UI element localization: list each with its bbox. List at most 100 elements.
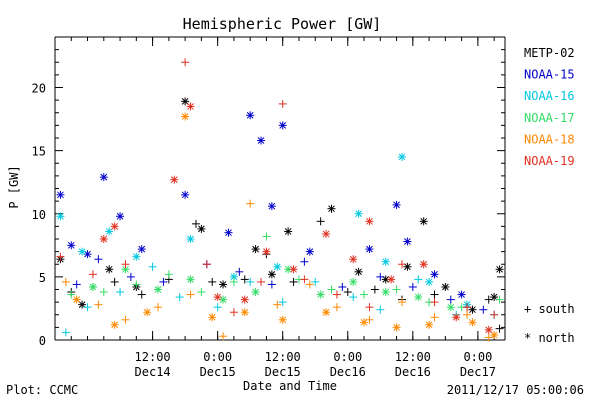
data-point-south [99, 288, 108, 297]
data-point-south [327, 285, 336, 294]
data-point-north [381, 275, 390, 284]
data-point-north [219, 280, 228, 289]
data-point-south [430, 313, 439, 322]
data-point-south [414, 275, 423, 284]
data-point-north [257, 136, 266, 145]
data-point-north [397, 152, 406, 161]
x-tick-label: Dec15 [265, 365, 301, 379]
data-point-south [343, 288, 352, 297]
data-point-south [262, 232, 271, 241]
data-point-north [495, 265, 504, 274]
y-tick-label: 15 [32, 145, 46, 159]
data-point-north [154, 285, 163, 294]
data-point-south [397, 260, 406, 269]
data-point-north [381, 288, 390, 297]
data-point-south [278, 298, 287, 307]
x-tick-label: Dec16 [330, 365, 366, 379]
data-point-south [61, 277, 70, 286]
data-point-north [360, 318, 369, 327]
data-point-south [175, 293, 184, 302]
data-point-south [126, 272, 135, 281]
data-point-north [322, 308, 331, 317]
data-point-south [56, 252, 65, 261]
data-point-south [273, 300, 282, 309]
x-axis-label: Date and Time [243, 379, 337, 393]
data-point-north [83, 250, 92, 259]
data-point-north [78, 300, 87, 309]
data-point-north [197, 224, 206, 233]
data-point-south [246, 199, 255, 208]
data-point-north [110, 222, 119, 231]
data-point-north [56, 212, 65, 221]
data-point-north [414, 293, 423, 302]
data-point-north [425, 320, 434, 329]
data-point-south [300, 257, 309, 266]
data-point-south [240, 275, 249, 284]
data-point-south [88, 270, 97, 279]
data-point-south [338, 282, 347, 291]
data-point-north [208, 313, 217, 322]
data-point-north [78, 247, 87, 256]
data-point-south [278, 99, 287, 108]
x-tick-label: 0:00 [333, 350, 362, 364]
data-point-north [392, 323, 401, 332]
legend-entry: NOAA-17 [524, 111, 575, 125]
data-point-south [316, 217, 325, 226]
data-point-south [94, 300, 103, 309]
x-tick-label: Dec17 [460, 365, 496, 379]
data-point-north [419, 217, 428, 226]
data-point-south [479, 305, 488, 314]
data-point-north [468, 305, 477, 314]
data-point-north [392, 200, 401, 209]
data-point-north [305, 247, 314, 256]
data-point-north [354, 209, 363, 218]
data-point-north [132, 252, 141, 261]
data-point-south [332, 303, 341, 312]
data-point-north [186, 102, 195, 111]
legend-marker-entry: + south [524, 302, 575, 316]
y-axis-label: P [GW] [7, 165, 21, 208]
data-point-south [83, 303, 92, 312]
data-point-north [349, 255, 358, 264]
data-point-south [148, 262, 157, 271]
data-point-south [246, 277, 255, 286]
data-point-north [441, 282, 450, 291]
x-tick-label: 0:00 [203, 350, 232, 364]
x-tick-label: 12:00 [395, 350, 431, 364]
x-tick-label: Dec16 [395, 365, 431, 379]
data-point-north [262, 247, 271, 256]
data-point-north [316, 290, 325, 299]
data-point-north [251, 288, 260, 297]
data-point-south [360, 290, 369, 299]
data-point-north [88, 282, 97, 291]
y-tick-label: 20 [32, 82, 46, 96]
x-tick-label: 0:00 [463, 350, 492, 364]
data-point-south [332, 290, 341, 299]
data-point-north [186, 235, 195, 243]
data-point-south [159, 277, 168, 286]
data-point-north [425, 277, 434, 286]
data-point-north [365, 245, 374, 254]
legend-entry: METP-02 [524, 46, 575, 60]
data-point-north [99, 173, 108, 182]
data-point-north [99, 235, 108, 243]
data-point-south [197, 288, 206, 297]
data-point-north [137, 245, 146, 254]
data-point-north [381, 257, 390, 266]
data-point-north [278, 315, 287, 324]
data-point-north [403, 237, 412, 246]
footer-timestamp: 2011/12/17 05:00:06 [447, 383, 584, 397]
data-point-north [419, 260, 428, 269]
x-tick-label: 12:00 [135, 350, 171, 364]
data-point-north [403, 262, 412, 271]
data-points [56, 58, 504, 342]
chart-title: Hemispheric Power [GW] [183, 15, 382, 33]
data-point-north [251, 245, 260, 254]
data-point-north [181, 112, 190, 121]
data-point-south [72, 280, 81, 289]
data-point-north [354, 267, 363, 276]
data-point-south [219, 332, 228, 341]
data-point-south [257, 277, 266, 286]
data-point-south [305, 280, 314, 289]
